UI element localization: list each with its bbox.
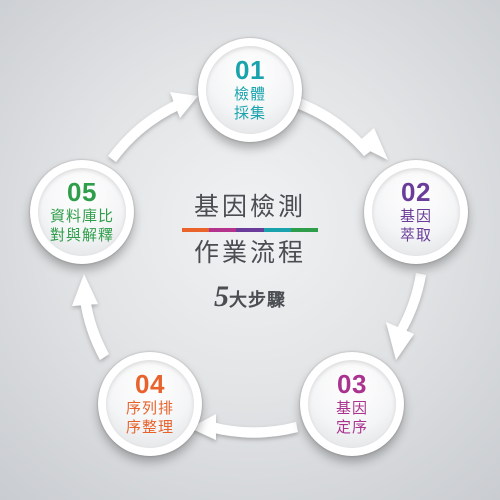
arrowhead-02-to-03 (386, 322, 414, 360)
step-label-line: 序列排 (125, 399, 174, 417)
step-05-circle: 05 資料庫比 對與解釋 (30, 160, 134, 264)
step-label-line: 定序 (335, 418, 368, 436)
center-title-block: 基因檢測 作業流程 5大步驟 (150, 192, 350, 314)
rule-segment (209, 228, 237, 232)
step-label-line: 對與解釋 (49, 226, 114, 244)
step-label: 序列排 序整理 (126, 399, 174, 437)
color-rule (182, 228, 319, 232)
step-number: 03 (337, 369, 367, 399)
step-label-line: 採集 (233, 104, 266, 122)
arrowhead-03-to-04 (190, 414, 216, 440)
step-label-line: 資料庫比 (49, 207, 114, 225)
step-label: 資料庫比 對與解釋 (50, 207, 114, 245)
arrow-01-to-02 (296, 98, 372, 156)
center-title-line2: 作業流程 (193, 238, 306, 267)
step-label: 基因 定序 (336, 399, 368, 437)
step-03-circle: 03 基因 定序 (300, 352, 404, 456)
step-number: 04 (135, 369, 165, 399)
step-count-caption: 5大步驟 (150, 280, 350, 314)
step-number: 02 (401, 177, 431, 207)
step-02-circle: 02 基因 萃取 (364, 160, 468, 264)
step-number: 01 (235, 55, 265, 85)
step-label-line: 基因 (335, 399, 368, 417)
rule-segment (290, 228, 319, 232)
arrow-04-to-05 (80, 298, 109, 360)
arrow-02-to-03 (396, 273, 426, 335)
arrowhead-01-to-02 (356, 128, 388, 160)
rule-segment (263, 228, 291, 232)
center-title-line1: 基因檢測 (193, 192, 306, 221)
step-label: 基因 萃取 (400, 207, 432, 245)
step-label-line: 序整理 (125, 418, 174, 436)
step-04-circle: 04 序列排 序整理 (98, 352, 202, 456)
step-01-circle: 01 檢體 採集 (198, 38, 302, 142)
step-label-line: 萃取 (399, 226, 432, 244)
step-label-line: 基因 (399, 207, 432, 225)
step-label-line: 檢體 (233, 85, 266, 103)
rule-segment (182, 228, 210, 232)
arrowhead-04-to-05 (72, 274, 98, 306)
step-count-suffix: 大步驟 (229, 290, 286, 311)
step-label: 檢體 採集 (234, 85, 266, 123)
step-number: 05 (67, 177, 97, 207)
arrowhead-05-to-01 (170, 92, 198, 118)
rule-segment (236, 228, 264, 232)
arrow-03-to-04 (210, 422, 298, 438)
step-count-number: 5 (214, 280, 229, 313)
arrow-05-to-01 (108, 100, 181, 162)
